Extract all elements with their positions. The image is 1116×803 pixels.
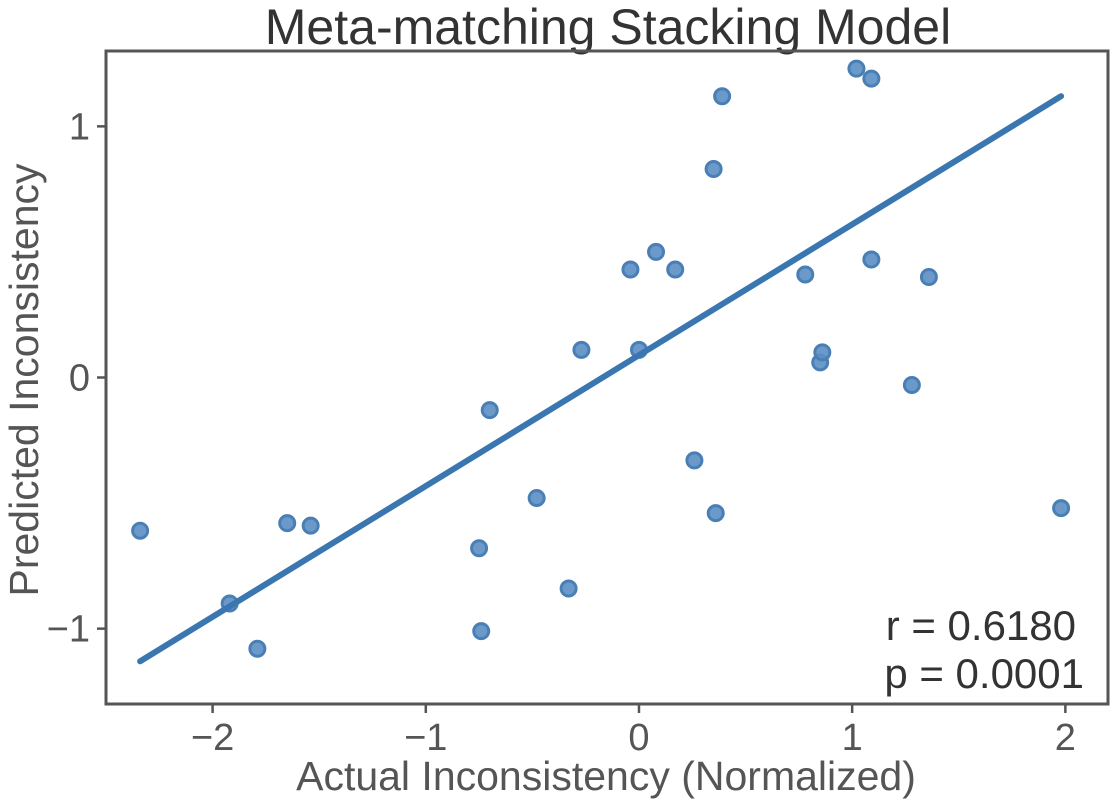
x-axis-ticks: −2 −1 0 1 2: [191, 704, 1076, 759]
data-point-5: [470, 539, 489, 558]
data-point-17: [706, 504, 725, 523]
data-point-19: [796, 265, 815, 284]
data-point-11: [621, 260, 640, 279]
y-tick-label: −1: [47, 609, 90, 651]
data-point-10: [572, 340, 591, 359]
data-point-3: [278, 514, 297, 533]
regression-line-group: [137, 93, 1065, 665]
x-tick-label: 1: [842, 717, 863, 759]
data-point-8: [527, 489, 546, 508]
scatter-points: [131, 59, 1071, 658]
y-tick-label: 1: [69, 106, 90, 148]
data-point-26: [919, 268, 938, 287]
x-tick-label: −2: [191, 717, 234, 759]
y-axis-ticks: −1 0 1: [47, 106, 106, 651]
data-point-16: [704, 160, 723, 179]
data-point-6: [472, 622, 491, 641]
data-point-13: [647, 242, 666, 261]
p-value-annotation: p = 0.0001: [884, 650, 1084, 697]
data-point-22: [847, 59, 866, 78]
data-point-4: [301, 516, 320, 535]
data-point-21: [813, 343, 832, 362]
x-axis-label: Actual Inconsistency (Normalized): [296, 753, 916, 799]
data-point-27: [1052, 499, 1071, 518]
chart-title: Meta-matching Stacking Model: [265, 0, 951, 55]
data-point-2: [248, 639, 267, 658]
data-point-9: [559, 579, 578, 598]
x-tick-label: 0: [628, 717, 649, 759]
y-axis-label: Predicted Inconsistency: [1, 163, 47, 597]
data-point-0: [131, 521, 150, 540]
r-value-annotation: r = 0.6180: [886, 602, 1076, 649]
data-point-23: [862, 69, 881, 88]
data-point-18: [713, 87, 732, 106]
data-point-24: [862, 250, 881, 269]
data-point-25: [902, 376, 921, 395]
y-tick-label: 0: [69, 358, 90, 400]
x-tick-label: 2: [1055, 717, 1076, 759]
regression-line: [137, 93, 1065, 665]
x-tick-label: −1: [404, 717, 447, 759]
data-point-7: [480, 401, 499, 420]
data-point-14: [666, 260, 685, 279]
data-point-15: [685, 451, 704, 470]
